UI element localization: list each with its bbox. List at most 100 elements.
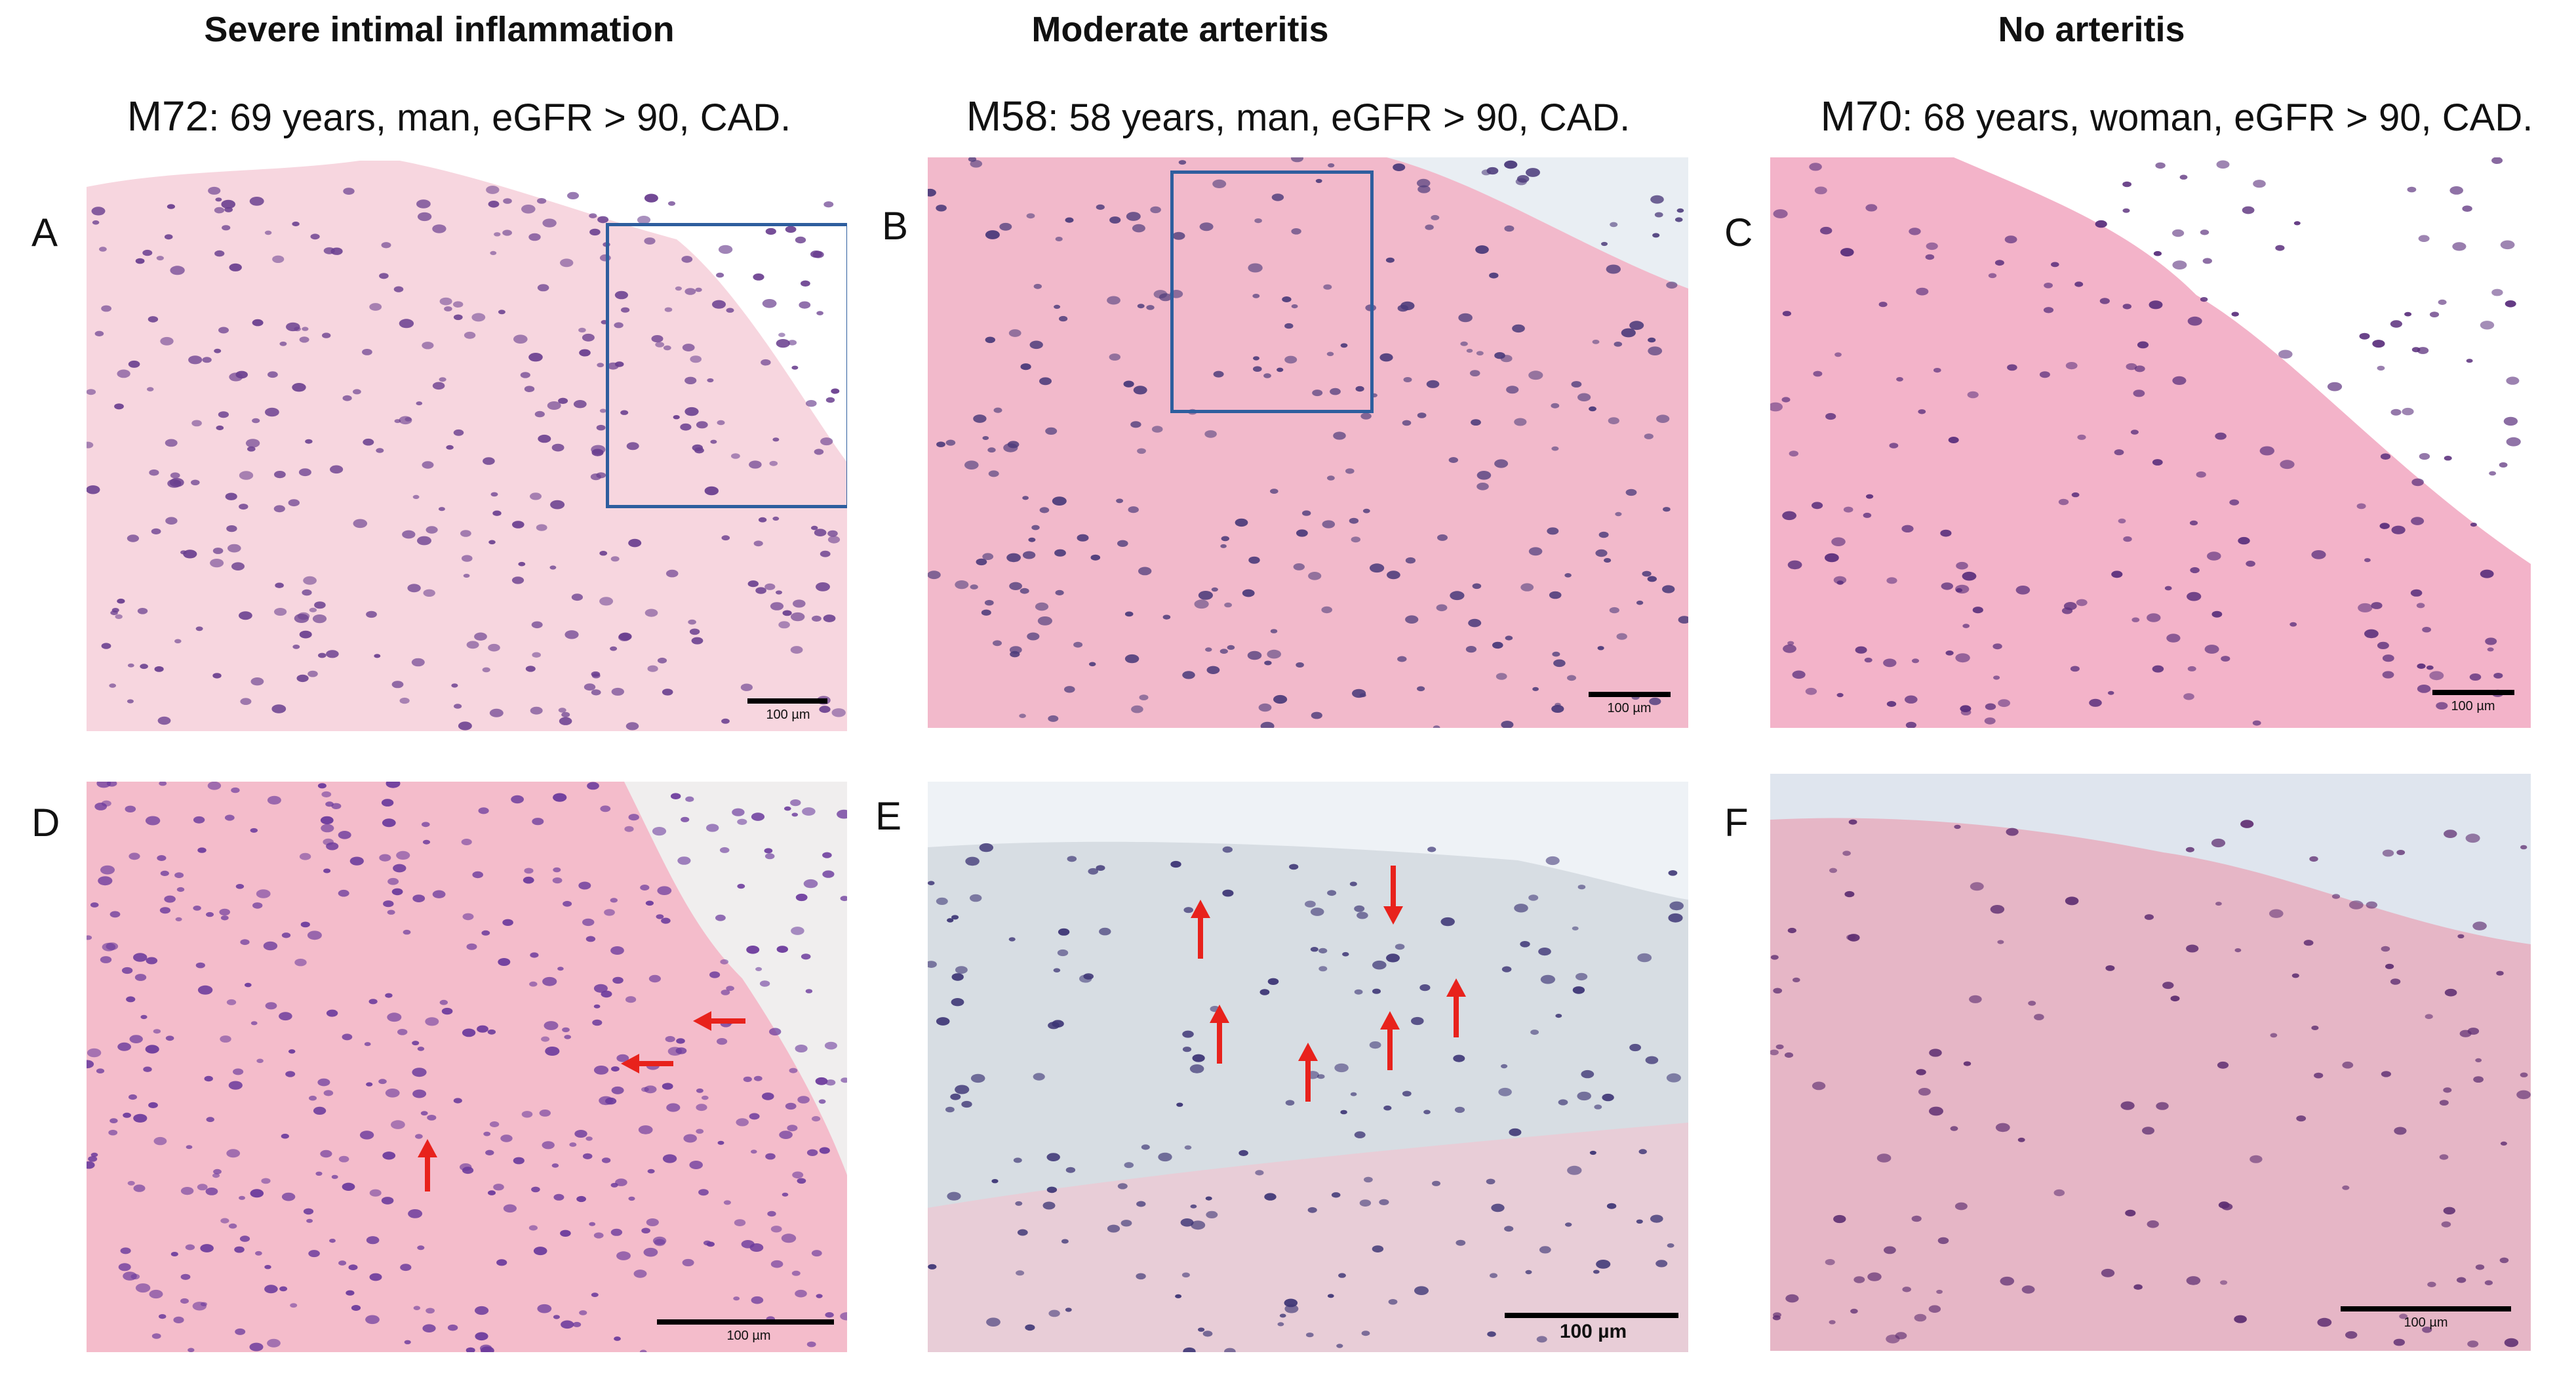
- nucleus: [1969, 995, 1982, 1003]
- nucleus: [296, 674, 309, 683]
- nucleus: [2142, 1127, 2154, 1135]
- nucleus: [542, 976, 557, 986]
- nucleus: [1263, 373, 1271, 378]
- nucleus: [453, 429, 464, 436]
- nucleus: [1334, 1063, 1349, 1073]
- nucleus: [176, 887, 185, 892]
- nucleus: [349, 856, 364, 866]
- nucleus: [129, 1035, 143, 1043]
- nucleus: [661, 917, 671, 924]
- arrow-icon: [1446, 978, 1466, 1037]
- nucleus: [1595, 549, 1608, 557]
- nucleus: [936, 441, 945, 447]
- nucleus: [273, 505, 285, 513]
- nucleus: [466, 1347, 475, 1352]
- nucleus: [117, 369, 130, 378]
- nucleus: [173, 1316, 184, 1323]
- nucleus: [1131, 705, 1143, 713]
- nucleus: [646, 1218, 659, 1226]
- nucleus: [180, 1187, 194, 1195]
- nucleus: [1067, 856, 1077, 862]
- nucleus: [313, 1106, 327, 1115]
- nucleus: [1141, 1144, 1150, 1150]
- nucleus: [1137, 304, 1145, 309]
- nucleus: [1432, 1180, 1440, 1186]
- nucleus: [709, 971, 721, 978]
- nucleus: [840, 896, 847, 902]
- nucleus: [488, 540, 496, 545]
- nucleus: [529, 981, 538, 987]
- nucleus: [1293, 563, 1305, 570]
- nucleus: [1045, 427, 1058, 435]
- nucleus: [2311, 550, 2326, 559]
- nucleus: [1109, 353, 1120, 361]
- nucleus: [369, 1189, 382, 1197]
- nucleus: [215, 197, 222, 202]
- nucleus: [1850, 1308, 1858, 1314]
- nucleus: [1180, 1218, 1194, 1227]
- nucleus: [2101, 1268, 2115, 1277]
- case-description: 68 years, woman, eGFR > 90, CAD.: [1923, 96, 2533, 139]
- nucleus: [1015, 1201, 1023, 1206]
- nucleus: [820, 437, 833, 446]
- nucleus: [1528, 370, 1543, 380]
- nucleus: [2379, 523, 2390, 529]
- nucleus: [386, 782, 401, 788]
- nucleus: [1184, 1145, 1192, 1150]
- nucleus: [964, 460, 979, 470]
- nucleus: [819, 1147, 830, 1154]
- nucleus: [1514, 418, 1527, 426]
- nucleus: [481, 1346, 494, 1352]
- nucleus: [422, 461, 434, 469]
- nucleus: [981, 609, 991, 616]
- scale-bar-label: 100 µm: [1607, 701, 1652, 715]
- nucleus: [815, 1077, 828, 1085]
- nucleus: [1393, 163, 1406, 171]
- nucleus: [226, 1149, 241, 1158]
- nucleus: [252, 902, 263, 909]
- nucleus: [1400, 301, 1415, 311]
- nucleus: [1205, 647, 1212, 652]
- nucleus: [520, 372, 530, 378]
- nucleus: [746, 946, 760, 954]
- nucleus: [2051, 262, 2059, 268]
- nucleus: [478, 807, 489, 814]
- nucleus: [475, 1306, 489, 1315]
- nucleus: [1182, 671, 1195, 679]
- nucleus: [2183, 693, 2194, 700]
- nucleus: [2496, 971, 2504, 976]
- nucleus: [791, 612, 805, 622]
- nucleus: [985, 230, 1000, 239]
- nucleus: [1773, 209, 1788, 218]
- nucleus: [1506, 386, 1519, 394]
- nucleus: [1224, 602, 1232, 608]
- nucleus: [294, 959, 307, 967]
- nucleus: [264, 230, 272, 235]
- nucleus: [1146, 305, 1155, 310]
- nucleus: [825, 397, 835, 403]
- nucleus: [721, 535, 730, 541]
- nucleus: [561, 711, 570, 717]
- nucleus: [2200, 297, 2208, 302]
- nucleus: [675, 286, 682, 291]
- nucleus: [1896, 377, 1903, 382]
- nucleus: [221, 199, 235, 209]
- nucleus: [2039, 371, 2050, 378]
- nucleus: [716, 272, 724, 278]
- nucleus: [671, 793, 681, 799]
- nucleus: [1387, 570, 1400, 580]
- nucleus: [1183, 1347, 1196, 1352]
- panel-letter-a: A: [31, 210, 58, 254]
- nucleus: [2390, 978, 2401, 985]
- nucleus: [1654, 212, 1663, 218]
- nucleus: [2480, 321, 2495, 330]
- nucleus: [1273, 694, 1288, 704]
- nucleus: [1277, 367, 1284, 372]
- nucleus: [2364, 629, 2379, 639]
- nucleus: [2417, 685, 2431, 693]
- nucleus: [1055, 590, 1064, 596]
- nucleus: [382, 1151, 396, 1160]
- nucleus: [1829, 868, 1837, 873]
- nucleus: [2200, 230, 2209, 235]
- nucleus: [1843, 506, 1853, 513]
